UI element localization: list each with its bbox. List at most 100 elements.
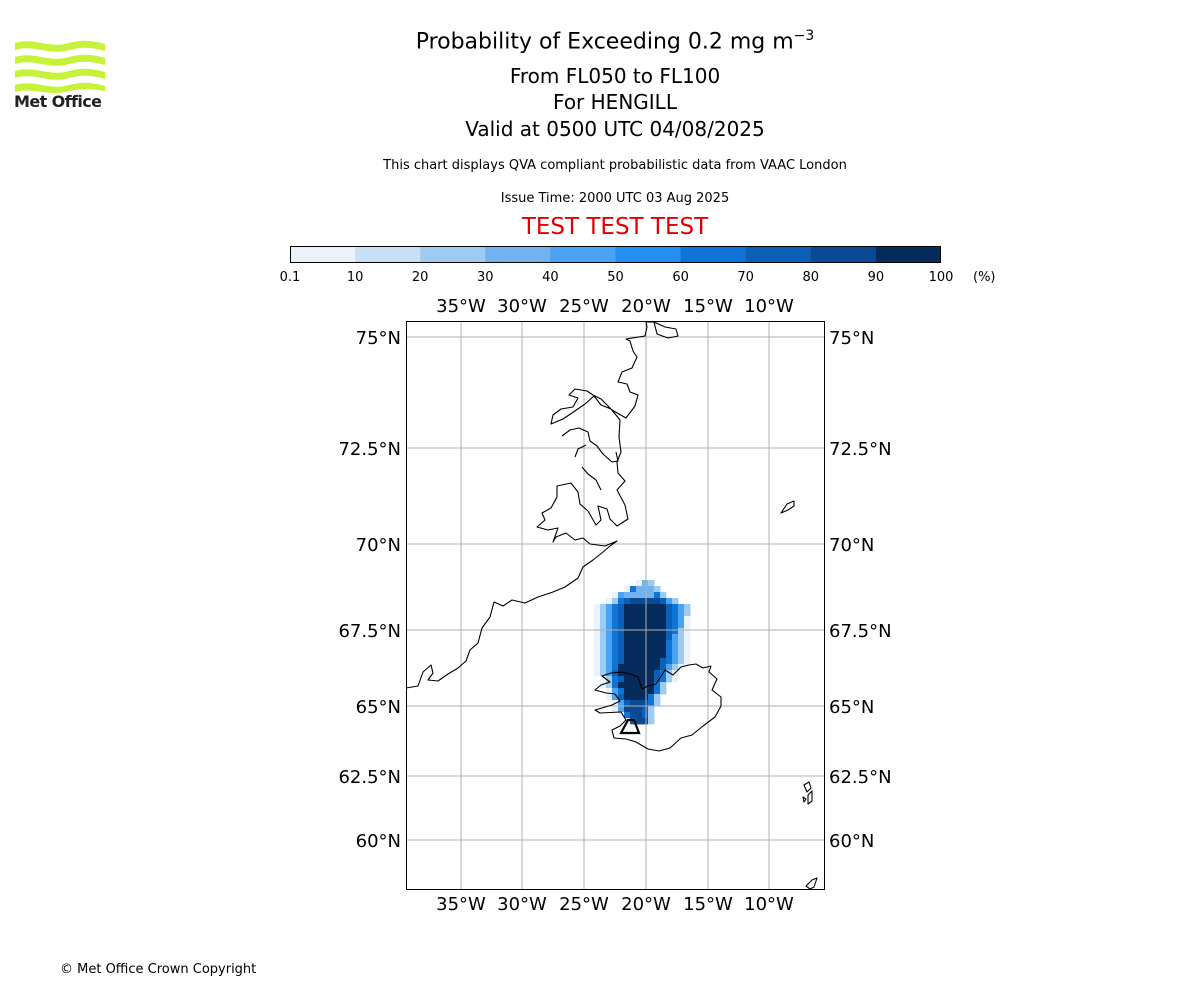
plume-cell: [630, 718, 637, 725]
plume-cell: [642, 598, 649, 605]
plume-cell: [630, 592, 637, 599]
plume-cell: [594, 658, 601, 665]
plume-cell: [636, 664, 643, 671]
plume-cell: [624, 610, 631, 617]
longitude-label-bottom: 35°W: [436, 894, 486, 915]
plume-cell: [636, 598, 643, 605]
plume-cell: [666, 640, 673, 647]
plume-cell: [648, 706, 655, 713]
plume-cell: [654, 652, 661, 659]
plume-cell: [642, 700, 649, 707]
plume-cell: [648, 646, 655, 653]
plume-cell: [660, 616, 667, 623]
probability-plume: [594, 580, 691, 725]
plume-cell: [660, 652, 667, 659]
plume-cell: [666, 676, 673, 683]
plume-cell: [648, 718, 655, 725]
plume-cell: [624, 598, 631, 605]
plume-cell: [636, 634, 643, 641]
plume-cell: [642, 718, 649, 725]
plume-cell: [618, 652, 625, 659]
plume-cell: [684, 634, 691, 641]
plume-cell: [624, 712, 631, 719]
plume-cell: [618, 664, 625, 671]
plume-cell: [660, 604, 667, 611]
plume-cell: [636, 706, 643, 713]
plume-cell: [642, 682, 649, 689]
colorbar-tick-label: 70: [737, 270, 754, 285]
plume-cell: [654, 670, 661, 677]
plume-cell: [648, 664, 655, 671]
plume-cell: [678, 640, 685, 647]
plume-cell: [642, 688, 649, 695]
plume-cell: [654, 700, 661, 707]
plume-cell: [618, 598, 625, 605]
plume-cell: [612, 610, 619, 617]
plume-cell: [636, 694, 643, 701]
colorbar-tick-label: 50: [607, 270, 624, 285]
plume-cell: [618, 610, 625, 617]
plume-cell: [606, 634, 613, 641]
plume-cell: [666, 634, 673, 641]
plume-cell: [630, 670, 637, 677]
plume-cell: [648, 688, 655, 695]
plume-cell: [672, 610, 679, 617]
latitude-label-right: 72.5°N: [829, 439, 892, 460]
plume-cell: [624, 676, 631, 683]
plume-cell: [666, 646, 673, 653]
plume-cell: [606, 616, 613, 623]
plume-cell: [630, 640, 637, 647]
plume-cell: [630, 586, 637, 593]
plume-cell: [618, 658, 625, 665]
longitude-label-bottom: 30°W: [497, 894, 547, 915]
plume-cell: [684, 646, 691, 653]
plume-cell: [654, 694, 661, 701]
plume-cell: [618, 682, 625, 689]
plume-cell: [594, 640, 601, 647]
plume-cell: [648, 700, 655, 707]
plume-cell: [672, 664, 679, 671]
plume-cell: [660, 628, 667, 635]
plume-cell: [648, 616, 655, 623]
colorbar-segment: [485, 246, 551, 263]
map-frame: [406, 321, 825, 890]
plume-cell: [636, 604, 643, 611]
plume-cell: [684, 622, 691, 629]
plume-cell: [666, 604, 673, 611]
plume-cell: [648, 622, 655, 629]
plume-cell: [672, 616, 679, 623]
plume-cell: [624, 622, 631, 629]
latitude-label-left: 72.5°N: [338, 439, 401, 460]
plume-cell: [624, 640, 631, 647]
plume-cell: [648, 586, 655, 593]
latitude-label-right: 70°N: [829, 535, 874, 556]
plume-cell: [672, 652, 679, 659]
plume-cell: [678, 604, 685, 611]
volcano-marker: [619, 718, 641, 735]
plume-cell: [684, 610, 691, 617]
plume-cell: [636, 646, 643, 653]
plume-cell: [654, 664, 661, 671]
plume-cell: [612, 688, 619, 695]
plume-cell: [660, 598, 667, 605]
plume-cell: [624, 658, 631, 665]
plume-cell: [642, 628, 649, 635]
plume-cell: [612, 694, 619, 701]
plume-cell: [618, 712, 625, 719]
plume-cell: [654, 658, 661, 665]
plume-cell: [654, 646, 661, 653]
plume-cell: [600, 622, 607, 629]
plume-cell: [672, 622, 679, 629]
plume-cell: [642, 670, 649, 677]
plume-cell: [648, 604, 655, 611]
plume-cell: [642, 652, 649, 659]
plume-cell: [666, 598, 673, 605]
plume-cell: [666, 628, 673, 635]
plume-cell: [648, 694, 655, 701]
plume-cell: [612, 640, 619, 647]
plume-cell: [594, 670, 601, 677]
plume-cell: [642, 634, 649, 641]
plume-cell: [648, 634, 655, 641]
plume-cell: [648, 592, 655, 599]
